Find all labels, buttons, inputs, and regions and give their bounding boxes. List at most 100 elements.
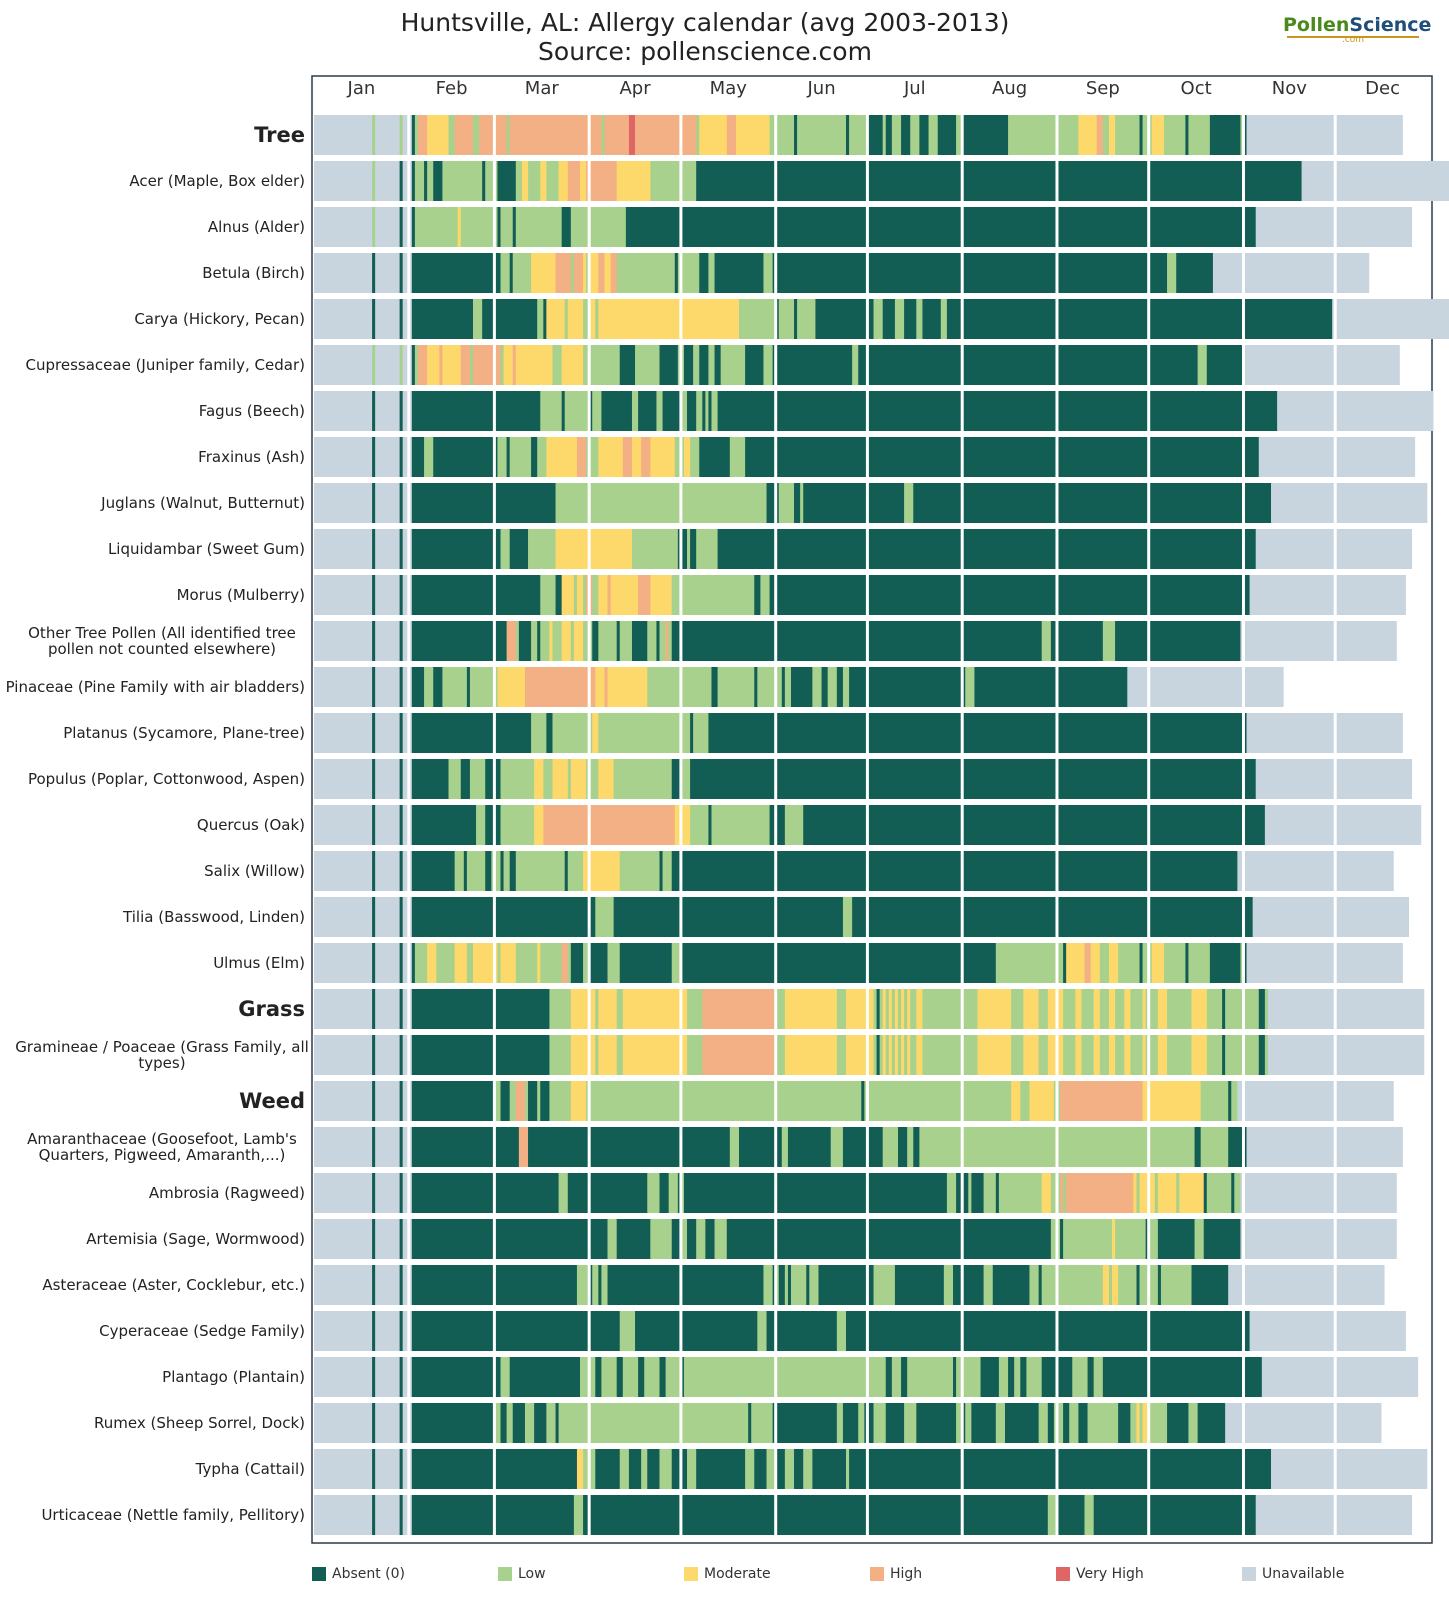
- heatmap-cell-l: [907, 1127, 914, 1167]
- heatmap-cell-m: [1075, 1035, 1082, 1075]
- heatmap-cell-m: [846, 989, 874, 1029]
- heatmap-cell-m: [650, 575, 673, 615]
- heatmap-cell-l: [943, 1265, 954, 1305]
- heatmap-cell-l: [784, 805, 795, 845]
- heatmap-cell-a: [1255, 1357, 1263, 1397]
- taxon-label-line: Ambrosia (Ragweed): [149, 1184, 305, 1202]
- heatmap-cell-m: [567, 299, 584, 339]
- heatmap-cell-l: [763, 1265, 774, 1305]
- heatmap-cell-a: [971, 437, 1067, 477]
- heatmap-cell-a: [974, 667, 1027, 707]
- heatmap-cell-l: [858, 1403, 865, 1443]
- heatmap-cell-a: [372, 529, 376, 569]
- heatmap-cell-a: [968, 529, 1064, 569]
- heatmap-cell-l: [693, 805, 709, 845]
- heatmap-cell-l: [1038, 1035, 1049, 1075]
- heatmap-cell-a: [567, 1173, 596, 1213]
- heatmap-cell-u: [314, 989, 373, 1029]
- chart-legend: Absent (0) Low Moderate High Very High Unavai…: [312, 1566, 1422, 1588]
- heatmap-cell-u: [314, 759, 373, 799]
- heatmap-cell-a: [411, 391, 416, 431]
- heatmap-cell-a: [1246, 897, 1254, 937]
- legend-swatch: [498, 1567, 512, 1581]
- heatmap-cell-a: [500, 851, 504, 891]
- heatmap-cell-a: [885, 1403, 905, 1443]
- heatmap-cell-a: [751, 253, 755, 293]
- heatmap-cell-l: [940, 299, 948, 339]
- heatmap-cell-l: [1200, 1127, 1229, 1167]
- heatmap-cell-m: [977, 989, 1012, 1029]
- heatmap-cell-l: [647, 667, 651, 707]
- heatmap-cell-u: [1277, 391, 1434, 431]
- heatmap-cell-a: [683, 1311, 758, 1351]
- heatmap-cell-l: [583, 299, 590, 339]
- heatmap-cell-a: [647, 1449, 660, 1489]
- heatmap-cell-a: [858, 943, 954, 983]
- heatmap-cell-l: [708, 345, 715, 385]
- heatmap-cell-m: [1093, 989, 1101, 1029]
- heatmap-cell-l: [956, 1357, 981, 1397]
- heatmap-cell-a: [680, 1265, 764, 1305]
- heatmap-cell-l: [1167, 1035, 1174, 1075]
- heatmap-cell-l: [641, 1449, 648, 1489]
- heatmap-cell-m: [1066, 943, 1085, 983]
- heatmap-cell-a: [846, 1311, 868, 1351]
- heatmap-cell-a: [659, 851, 663, 891]
- heatmap-cell-m: [580, 161, 587, 201]
- heatmap-cell-u: [1240, 621, 1397, 661]
- heatmap-cell-u: [314, 1127, 373, 1167]
- heatmap-cell-a: [411, 851, 416, 891]
- heatmap-cell-u: [314, 667, 373, 707]
- heatmap-cell-a: [411, 1495, 416, 1535]
- heatmap-cell-a: [754, 667, 758, 707]
- heatmap-cell-u: [375, 943, 401, 983]
- heatmap-cell-a: [1044, 851, 1137, 891]
- heatmap-cell-a: [778, 1265, 786, 1305]
- heatmap-cell-l: [983, 1265, 994, 1305]
- taxon-label-line: pollen not counted elsewhere): [48, 640, 276, 658]
- heatmap-cell-a: [414, 1035, 501, 1075]
- heatmap-cell-a: [775, 299, 780, 339]
- heatmap-cell-l: [1093, 1357, 1104, 1397]
- heatmap-cell-l: [601, 1357, 618, 1397]
- heatmap-cell-a: [534, 1403, 547, 1443]
- heatmap-cell-l: [656, 391, 663, 431]
- heatmap-cell-a: [570, 943, 584, 983]
- heatmap-cell-u: [314, 253, 373, 293]
- heatmap-cell-l: [1099, 1035, 1110, 1075]
- heatmap-cell-a: [1063, 207, 1156, 247]
- heatmap-cell-a: [1105, 1357, 1162, 1397]
- heatmap-cell-a: [766, 621, 862, 661]
- heatmap-cell-a: [885, 115, 893, 155]
- heatmap-cell-a: [659, 1357, 667, 1397]
- heatmap-cell-l: [1099, 989, 1110, 1029]
- heatmap-cell-l: [1167, 989, 1174, 1029]
- heatmap-cell-a: [411, 1081, 416, 1121]
- legend-label: Absent (0): [332, 1566, 406, 1582]
- heatmap-cell-a: [372, 483, 376, 523]
- heatmap-cell-l: [442, 161, 483, 201]
- heatmap-cell-h: [509, 115, 602, 155]
- heatmap-cell-a: [836, 667, 844, 707]
- heatmap-cell-a: [595, 1311, 621, 1351]
- heatmap-cell-a: [411, 667, 416, 707]
- heatmap-cell-m: [711, 299, 740, 339]
- heatmap-cell-a: [399, 1449, 404, 1489]
- heatmap-cell-a: [674, 851, 764, 891]
- heatmap-cell-a: [433, 161, 443, 201]
- heatmap-cell-a: [1115, 621, 1140, 661]
- taxon-label-line: Urticaceae (Nettle family, Pellitory): [41, 1506, 305, 1524]
- heatmap-cell-a: [399, 897, 404, 937]
- taxon-label-line: Carya (Hickory, Pecan): [134, 310, 305, 328]
- heatmap-cell-a: [399, 391, 404, 431]
- heatmap-cell-l: [1056, 1127, 1150, 1167]
- heatmap-cell-l: [399, 115, 404, 155]
- heatmap-cell-a: [1118, 1403, 1131, 1443]
- heatmap-cell-l: [567, 759, 572, 799]
- heatmap-cell-l: [916, 299, 923, 339]
- heatmap-cell-a: [414, 1219, 501, 1259]
- heatmap-cell-a: [775, 1449, 786, 1489]
- heatmap-cell-l: [595, 1035, 599, 1075]
- heatmap-cell-l: [448, 759, 462, 799]
- heatmap-cell-u: [375, 207, 401, 247]
